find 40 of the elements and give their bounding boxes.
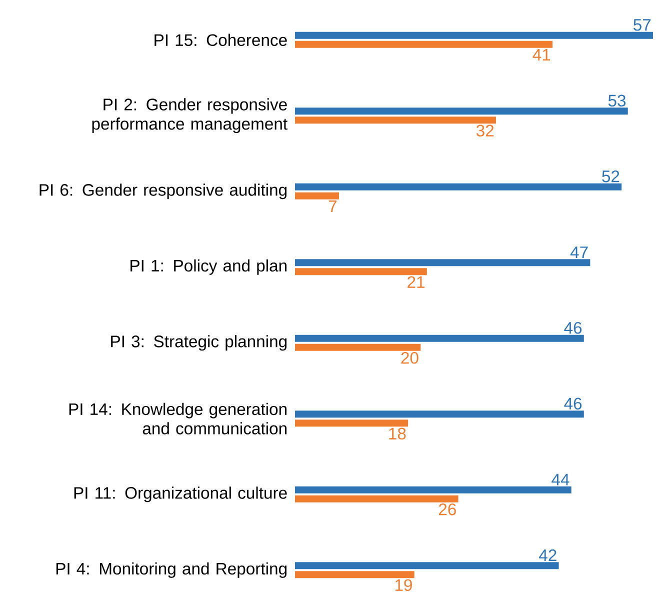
bar <box>295 108 628 115</box>
data-label: 18 <box>389 428 406 440</box>
y-tick-label: PI 14: Knowledge generation and communication <box>69 402 286 434</box>
bar <box>295 410 584 418</box>
bar <box>295 259 590 266</box>
bar <box>295 420 408 427</box>
data-label: 7 <box>328 200 337 212</box>
data-label: 41 <box>532 48 550 60</box>
bar <box>295 495 458 502</box>
data-label: 46 <box>564 398 582 410</box>
bar <box>295 334 584 342</box>
data-label: 19 <box>395 579 412 592</box>
bar <box>295 192 339 200</box>
data-label: 47 <box>570 246 588 258</box>
data-label: 53 <box>608 94 626 107</box>
data-label: 32 <box>476 124 494 137</box>
bar <box>295 116 496 124</box>
data-label: 52 <box>602 170 620 182</box>
data-label: 42 <box>539 549 556 562</box>
bar <box>295 571 414 578</box>
bar <box>295 32 653 39</box>
y-tick-label: PI 2: Gender responsive performance management <box>92 98 288 134</box>
bar <box>295 344 421 351</box>
data-label: 57 <box>634 19 651 31</box>
bar <box>295 183 622 190</box>
data-label: 20 <box>401 352 418 364</box>
bar <box>295 268 427 276</box>
bar <box>295 486 572 494</box>
y-tick-label: PI 1: Policy and plan <box>130 259 286 275</box>
bar <box>295 40 553 48</box>
y-tick-label: PI 4: Monitoring and Reporting <box>56 562 286 578</box>
y-tick-label: PI 15: Coherence <box>154 34 287 46</box>
data-label: 21 <box>408 276 424 288</box>
y-tick-label: PI 6: Gender responsive auditing <box>40 184 286 200</box>
data-label: 44 <box>552 474 570 486</box>
data-label: 46 <box>564 322 582 334</box>
y-tick-label: PI 3: Strategic planning <box>111 335 287 351</box>
data-label: 26 <box>438 503 456 516</box>
bar <box>295 562 559 570</box>
y-tick-label: PI 11: Organizational culture <box>74 486 287 502</box>
